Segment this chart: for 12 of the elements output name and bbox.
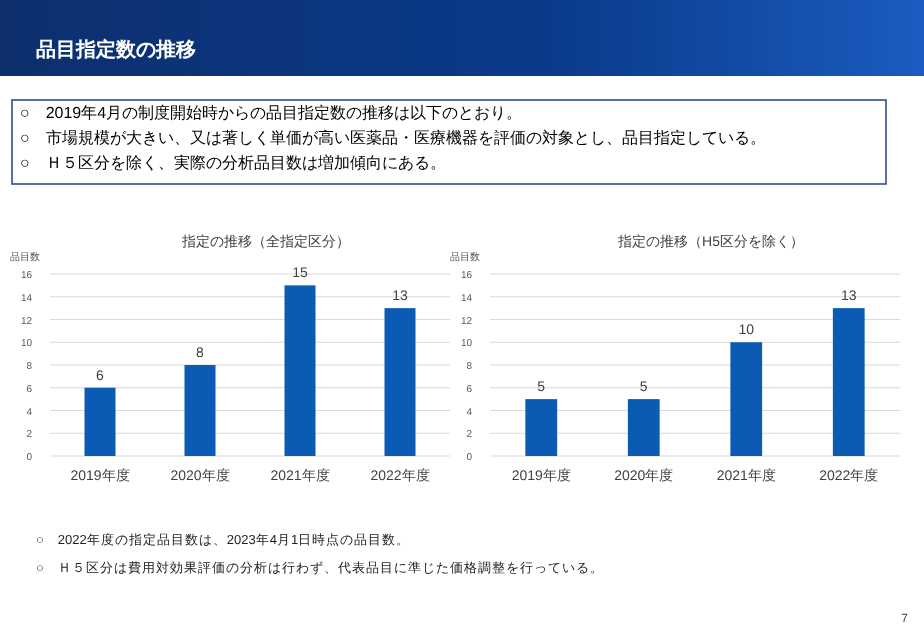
text: ○ Ｈ５区分を除く、実際の分析品目数は増加傾向にある。	[20, 154, 446, 172]
bar	[84, 387, 116, 456]
bar	[284, 285, 316, 456]
text: ○ 市場規模が大きい、又は著しく単価が高い医薬品・医療機器を評価の対象とし、品目指定している。	[20, 129, 766, 147]
bar	[730, 342, 763, 456]
bar	[184, 365, 216, 456]
text: 品目指定数の推移	[36, 38, 196, 62]
bar	[525, 399, 558, 456]
bar	[627, 399, 660, 456]
text: ○ 2019年4月の制度開始時からの品目指定数の推移は以下のとおり。	[20, 104, 523, 122]
bar	[384, 308, 416, 456]
bar	[832, 308, 865, 456]
